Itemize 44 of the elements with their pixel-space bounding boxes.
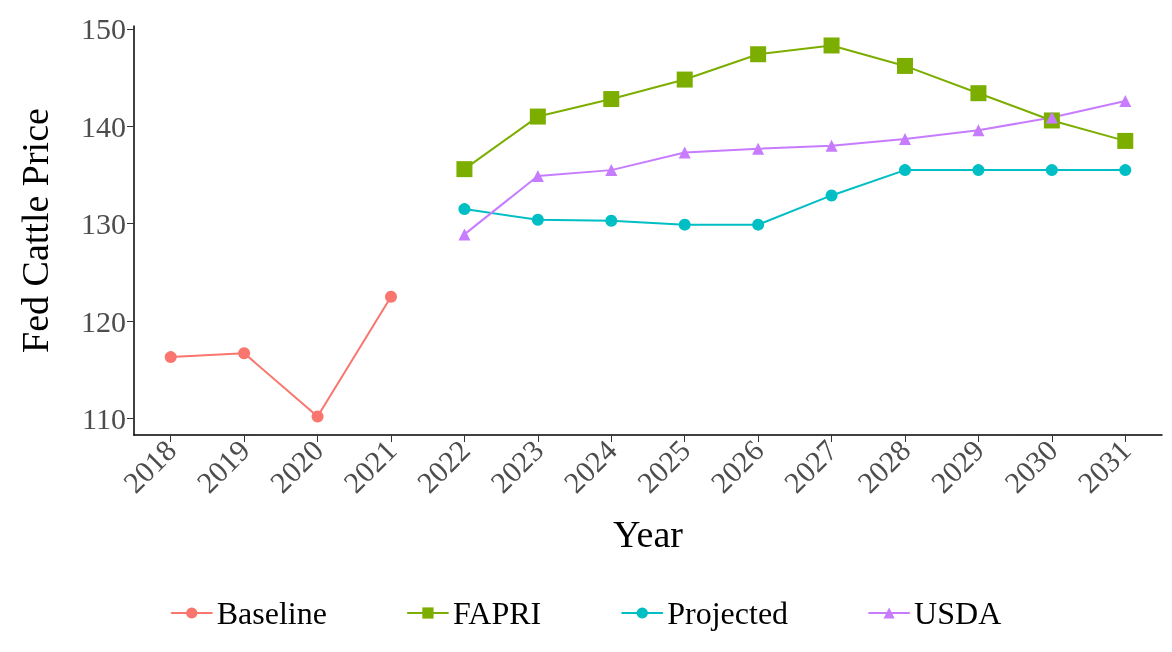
point	[603, 91, 620, 108]
point	[605, 214, 618, 227]
point	[529, 108, 546, 125]
point	[972, 164, 985, 177]
point	[311, 410, 324, 423]
point	[676, 71, 693, 88]
point	[1117, 132, 1134, 149]
point	[458, 203, 471, 216]
point	[1045, 111, 1058, 124]
point	[899, 132, 911, 145]
y-tick-label: 130	[81, 207, 126, 241]
point	[970, 85, 987, 102]
point	[899, 164, 911, 177]
point	[752, 142, 765, 155]
point	[823, 37, 840, 54]
legend-label: Baseline	[216, 595, 327, 631]
legend-label: Projected	[667, 595, 789, 631]
point	[531, 213, 544, 226]
point	[385, 290, 397, 303]
y-tick-label: 110	[82, 401, 126, 435]
point	[752, 218, 765, 231]
x-axis-title: Year	[612, 513, 684, 555]
point	[605, 164, 618, 177]
point	[458, 228, 471, 241]
y-axis-title: Fed Cattle Price	[14, 108, 56, 353]
point	[825, 189, 838, 202]
point	[750, 46, 767, 63]
y-tick-label: 150	[81, 12, 126, 46]
point	[238, 347, 251, 360]
point	[972, 124, 985, 137]
y-tick-label: 120	[81, 304, 126, 338]
y-tick-label: 140	[81, 109, 126, 143]
point	[678, 218, 691, 231]
legend-label: USDA	[914, 595, 1002, 631]
legend-label: FAPRI	[452, 595, 542, 631]
point	[1119, 164, 1132, 177]
point	[825, 139, 838, 152]
point	[1045, 164, 1058, 177]
point	[897, 57, 913, 74]
point	[531, 169, 544, 182]
point	[456, 161, 473, 178]
point	[1119, 94, 1132, 107]
point	[678, 146, 691, 159]
point	[164, 351, 177, 364]
